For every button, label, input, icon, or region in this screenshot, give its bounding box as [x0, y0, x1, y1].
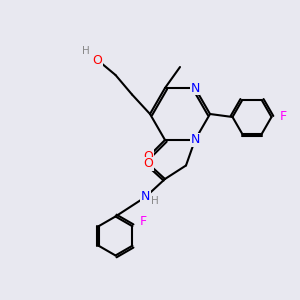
Text: H: H	[82, 46, 90, 56]
Text: O: O	[93, 53, 102, 67]
Text: F: F	[139, 215, 146, 228]
Text: H: H	[151, 196, 159, 206]
Text: N: N	[190, 134, 200, 146]
Text: O: O	[144, 150, 153, 163]
Text: O: O	[144, 158, 153, 170]
Text: N: N	[190, 82, 200, 94]
Text: N: N	[141, 190, 150, 203]
Text: F: F	[280, 110, 287, 124]
